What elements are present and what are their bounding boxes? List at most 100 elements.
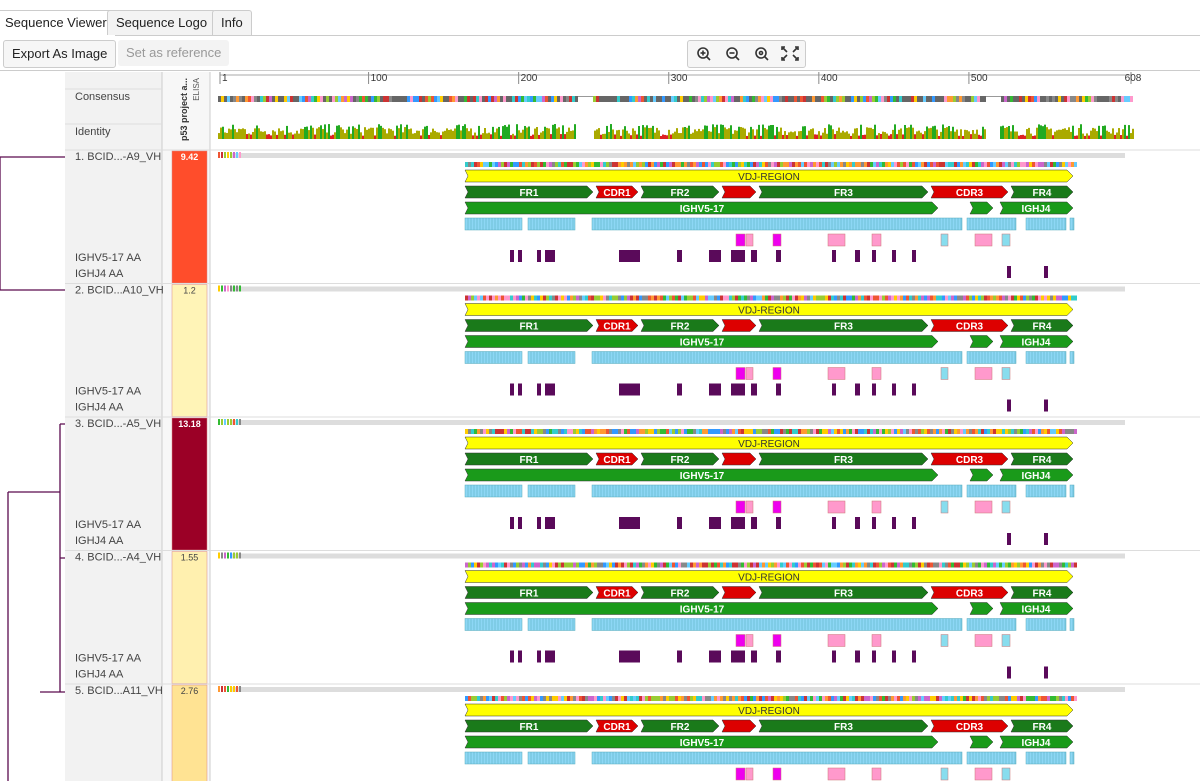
feature-label: IGHJ4	[1022, 738, 1051, 749]
identity-bar	[334, 132, 336, 139]
residue	[549, 562, 552, 568]
consensus-residue	[482, 96, 485, 102]
site-mark	[518, 250, 522, 262]
residue	[786, 295, 789, 301]
consensus-residue	[314, 96, 317, 102]
residue	[597, 429, 600, 434]
residue	[945, 162, 948, 167]
consensus-residue	[398, 96, 401, 102]
consensus-residue	[1082, 96, 1085, 102]
residue	[960, 429, 963, 434]
identity-bar	[710, 131, 712, 139]
consensus-residue	[758, 96, 761, 102]
residue	[894, 162, 897, 167]
consensus-residue	[425, 96, 428, 102]
residue	[711, 429, 714, 434]
export-button[interactable]: Export As Image	[3, 40, 117, 68]
residue	[795, 295, 798, 301]
residue	[567, 429, 570, 434]
residue	[492, 295, 495, 301]
consensus-residue	[1115, 96, 1118, 102]
identity-bar	[346, 129, 348, 139]
sequence-track	[232, 286, 1125, 292]
residue	[1008, 562, 1011, 568]
residue	[828, 429, 831, 434]
identity-bar	[394, 135, 396, 139]
identity-bar	[866, 127, 868, 139]
identity-bar	[488, 132, 490, 139]
identity-bar	[482, 133, 484, 139]
residue	[570, 562, 573, 568]
residue	[945, 562, 948, 568]
zoom-out[interactable]	[726, 47, 740, 61]
site-mark	[731, 517, 745, 529]
residue	[810, 562, 813, 568]
identity-bar	[636, 134, 638, 139]
identity-bar	[270, 135, 272, 139]
identity-bar	[1026, 129, 1028, 139]
zoom-in[interactable]	[697, 47, 711, 61]
residue	[609, 562, 612, 568]
identity-bar	[380, 125, 382, 139]
zoom-reset[interactable]	[755, 47, 769, 61]
identity-bar	[1130, 133, 1132, 139]
residue	[663, 429, 666, 434]
tab[interactable]: Sequence Viewer	[0, 10, 116, 36]
residue	[831, 162, 834, 167]
residue	[981, 429, 984, 434]
tab[interactable]: Sequence Logo	[107, 10, 217, 35]
identity-bar	[940, 131, 942, 139]
identity-bar	[420, 135, 422, 139]
consensus-residue	[401, 96, 404, 102]
residue	[543, 562, 546, 568]
residue	[621, 162, 624, 167]
consensus-residue	[893, 96, 896, 102]
residue	[465, 162, 468, 167]
residue	[897, 696, 900, 701]
identity-bar	[652, 125, 654, 139]
residue	[954, 162, 957, 167]
consensus-residue	[851, 96, 854, 102]
identity-bar	[506, 126, 508, 139]
residue	[1041, 429, 1044, 434]
residue	[230, 686, 232, 692]
residue	[963, 429, 966, 434]
feature-arrow	[758, 586, 929, 599]
residue	[762, 295, 765, 301]
fit[interactable]	[781, 46, 799, 61]
feature-arrow	[721, 586, 757, 599]
residue	[591, 562, 594, 568]
residue	[894, 696, 897, 701]
residue	[699, 295, 702, 301]
residue	[1050, 696, 1053, 701]
residue	[648, 295, 651, 301]
identity-bar	[800, 130, 802, 139]
identity-bar	[614, 134, 616, 139]
site-mark	[912, 650, 916, 663]
identity-bar	[286, 125, 288, 139]
reference-button[interactable]: Set as reference	[118, 40, 230, 66]
residue	[573, 162, 576, 167]
consensus-residue	[227, 96, 230, 102]
consensus-residue	[404, 96, 407, 102]
identity-bar	[426, 125, 428, 139]
residue	[516, 562, 519, 568]
residue	[882, 162, 885, 167]
identity-bar	[938, 135, 940, 139]
identity-bar	[1066, 129, 1068, 139]
residue	[813, 696, 816, 701]
identity-bar	[766, 129, 768, 139]
residue	[762, 562, 765, 568]
site-mark	[745, 767, 754, 781]
feature-arrow	[464, 570, 1074, 583]
tab[interactable]: Info	[212, 10, 252, 35]
consensus-residue	[647, 96, 650, 102]
residue	[738, 295, 741, 301]
residue	[948, 162, 951, 167]
consensus-residue	[812, 96, 815, 102]
residue	[1053, 429, 1056, 434]
residue	[975, 162, 978, 167]
residue	[627, 162, 630, 167]
residue	[573, 295, 576, 301]
